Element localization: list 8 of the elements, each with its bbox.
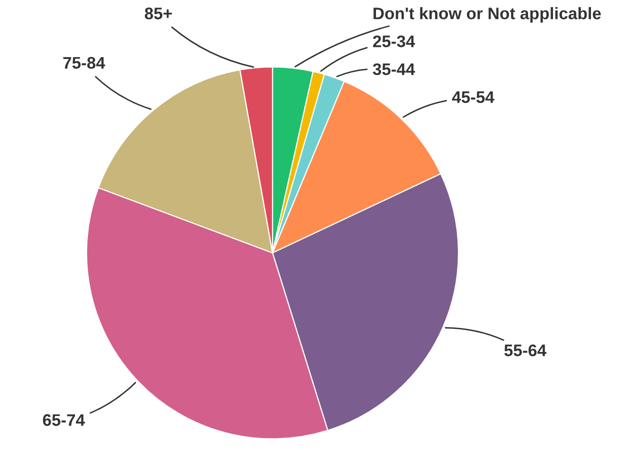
slice-label: 55-64	[504, 344, 546, 356]
slice-label: 65-74	[42, 414, 85, 426]
slice-label: Don't know or Not applicable	[374, 7, 601, 23]
slice-label: 75-84	[63, 56, 106, 69]
slice-label: 25-34	[373, 35, 415, 48]
slice-label: 85+	[144, 8, 172, 20]
slice-label: 45-54	[452, 91, 494, 104]
slice-label: 35-44	[372, 63, 415, 76]
